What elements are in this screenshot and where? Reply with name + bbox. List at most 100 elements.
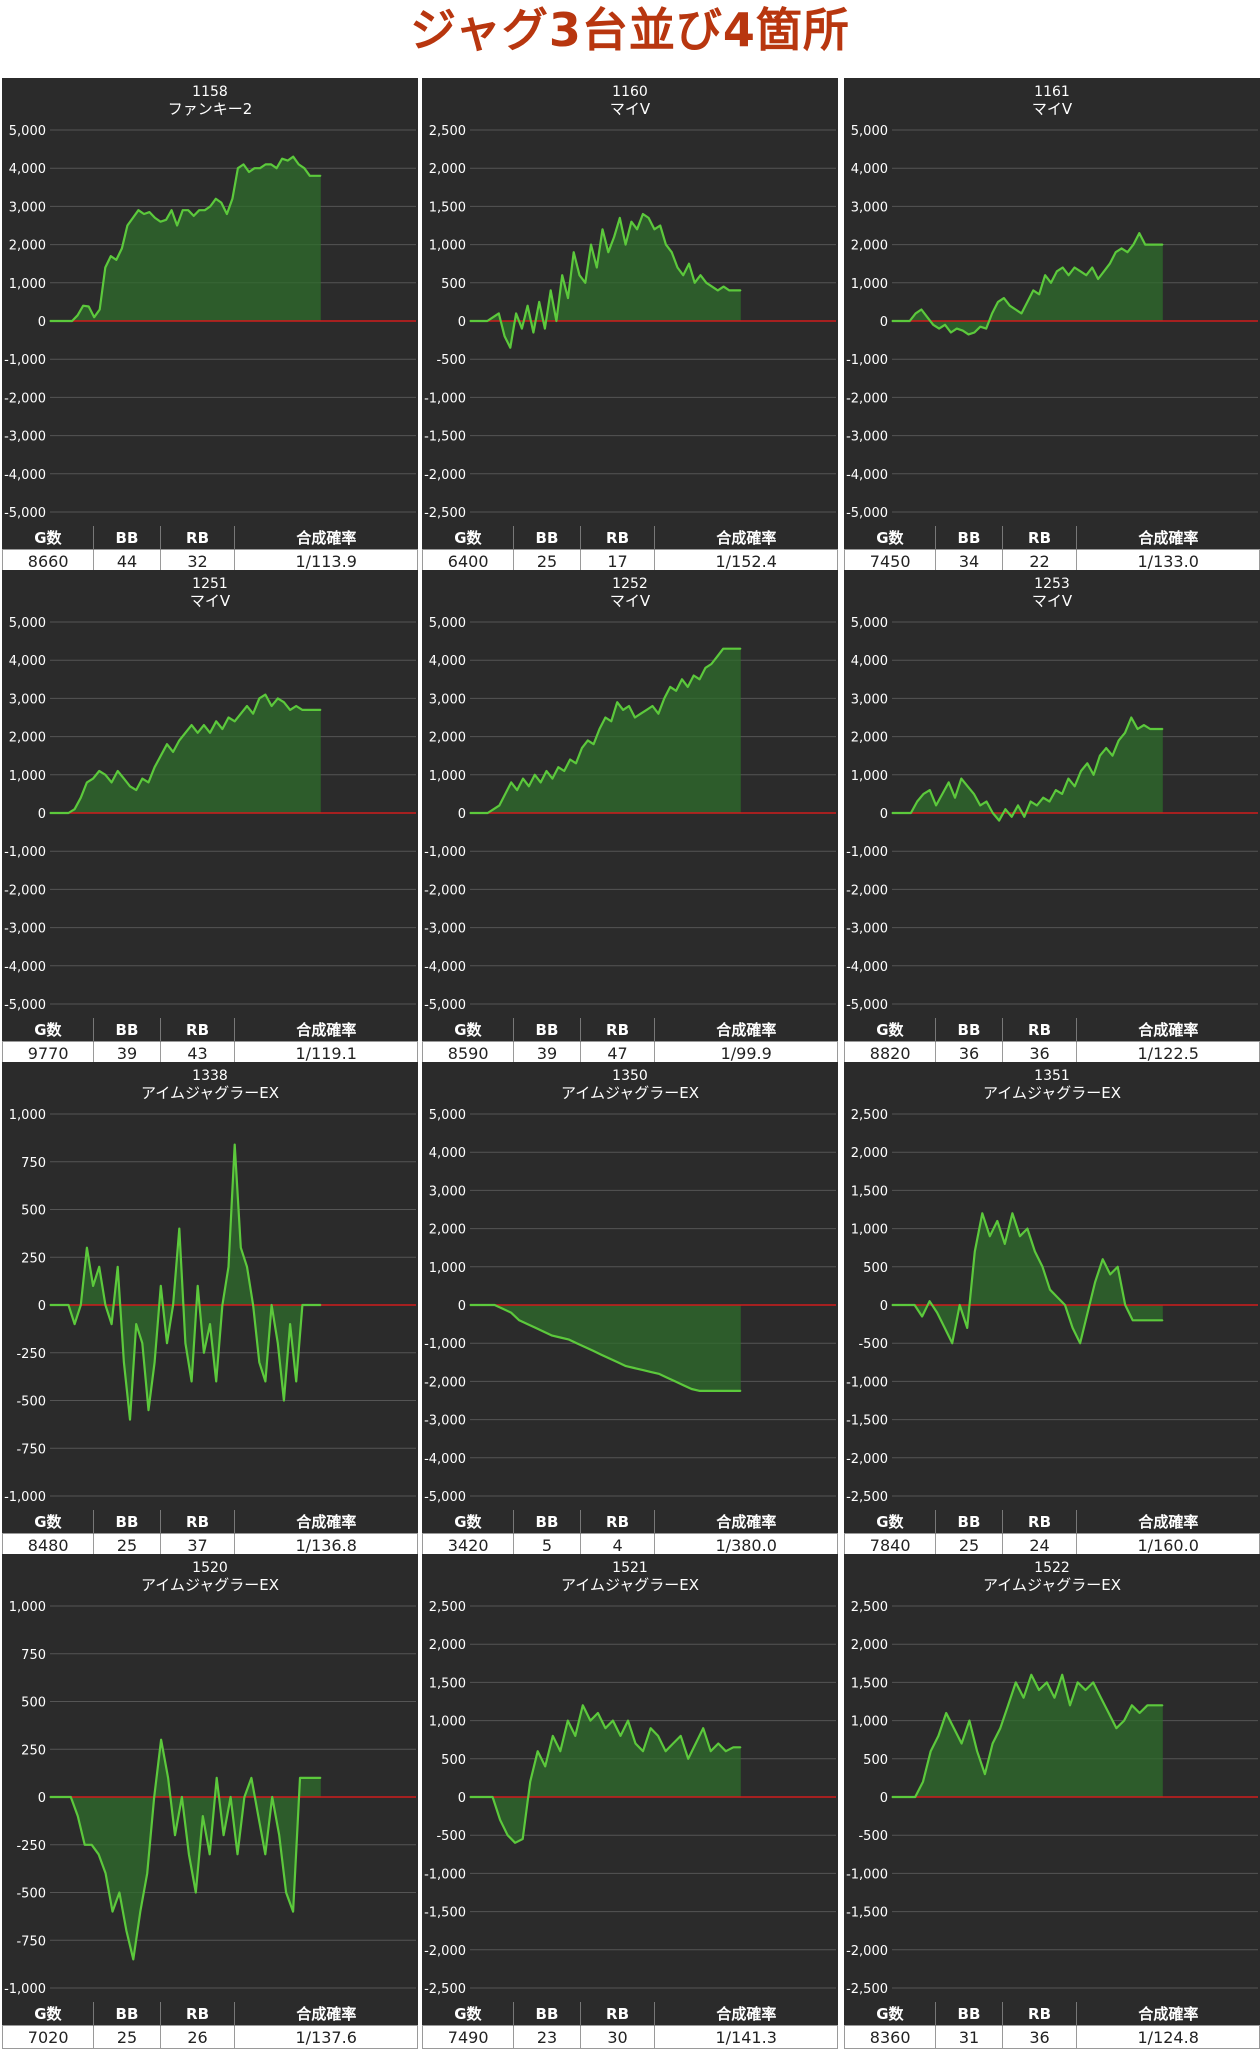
data-point bbox=[699, 678, 701, 680]
data-point bbox=[898, 1304, 901, 1306]
y-tick-label: 2,000 bbox=[9, 731, 46, 746]
stats-table: G数 BB RB 合成確率 8660 44 32 1/113.9 bbox=[1, 526, 418, 573]
data-point bbox=[111, 781, 113, 783]
y-tick-label: -2,000 bbox=[424, 468, 466, 483]
data-point bbox=[973, 331, 975, 334]
data-point bbox=[740, 1390, 742, 1392]
data-point bbox=[732, 1390, 734, 1392]
y-tick-label: -2,500 bbox=[846, 1982, 888, 1997]
y-tick-label: -4,000 bbox=[424, 1452, 466, 1467]
y-tick-label: 0 bbox=[458, 807, 466, 822]
data-point bbox=[991, 312, 993, 314]
data-point bbox=[1072, 1327, 1074, 1329]
data-point bbox=[961, 1742, 963, 1745]
data-point bbox=[104, 1304, 106, 1306]
machine-name: アイムジャグラーEX bbox=[561, 1576, 699, 1594]
data-point bbox=[518, 1319, 520, 1321]
data-point bbox=[84, 1844, 86, 1846]
data-point bbox=[544, 328, 546, 330]
games-count: 7450 bbox=[843, 549, 937, 573]
data-point bbox=[499, 1819, 501, 1821]
unit-number: 1160 bbox=[612, 84, 648, 100]
stats-header: G数 bbox=[844, 1510, 936, 1534]
data-point bbox=[559, 1336, 561, 1339]
y-tick-label: 2,000 bbox=[851, 731, 888, 746]
data-point bbox=[502, 1308, 504, 1310]
data-point bbox=[117, 1266, 119, 1268]
y-tick-label: -1,000 bbox=[424, 1337, 466, 1352]
data-point bbox=[146, 1872, 148, 1874]
bb-count: 5 bbox=[513, 1533, 581, 1557]
data-point bbox=[493, 808, 495, 810]
data-point bbox=[891, 320, 893, 322]
machine-name: マイV bbox=[610, 592, 651, 610]
stats-header: RB bbox=[579, 2002, 655, 2026]
y-tick-label: -1,000 bbox=[846, 1867, 888, 1882]
data-point bbox=[160, 755, 162, 757]
data-point bbox=[1015, 1681, 1017, 1683]
y-tick-label: 500 bbox=[441, 1753, 466, 1768]
data-point bbox=[590, 244, 592, 246]
data-point bbox=[160, 1285, 162, 1287]
data-point bbox=[313, 1777, 315, 1779]
data-point bbox=[932, 324, 934, 326]
combined-rate: 1/113.9 bbox=[234, 549, 418, 573]
area-fill bbox=[50, 1739, 321, 1960]
data-point bbox=[979, 804, 981, 806]
data-point bbox=[734, 289, 736, 291]
y-tick-label: 2,000 bbox=[851, 1146, 888, 1161]
data-point bbox=[973, 793, 975, 795]
data-point bbox=[922, 1781, 924, 1783]
data-point bbox=[723, 286, 725, 288]
data-point bbox=[1007, 1704, 1009, 1706]
data-point bbox=[1162, 1704, 1164, 1706]
y-tick-label: -2,500 bbox=[424, 1982, 466, 1997]
stats-table: G数 BB RB 合成確率 3420 5 4 1/380.0 bbox=[421, 1510, 838, 1557]
data-point bbox=[610, 720, 612, 722]
stats-table: G数 BB RB 合成確率 7840 25 24 1/160.0 bbox=[843, 1510, 1260, 1557]
data-point bbox=[1124, 1304, 1126, 1306]
data-point bbox=[1162, 728, 1164, 730]
data-point bbox=[182, 209, 184, 211]
bb-count: 39 bbox=[93, 1041, 161, 1065]
stats-header: BB bbox=[935, 2002, 1003, 2026]
unit-number: 1521 bbox=[612, 1560, 648, 1576]
data-point bbox=[70, 1796, 72, 1798]
stats-header: G数 bbox=[844, 1018, 936, 1042]
data-point bbox=[301, 709, 303, 711]
data-point bbox=[674, 1380, 676, 1382]
data-point bbox=[60, 320, 62, 322]
data-point bbox=[529, 1781, 531, 1783]
data-point bbox=[178, 739, 180, 741]
stats-header: 合成確率 bbox=[654, 2002, 838, 2026]
data-point bbox=[1080, 770, 1082, 772]
bb-count: 44 bbox=[93, 549, 161, 573]
data-point bbox=[538, 301, 540, 303]
data-point bbox=[922, 793, 925, 795]
data-point bbox=[717, 289, 719, 291]
data-point bbox=[930, 1750, 932, 1752]
y-tick-label: 750 bbox=[21, 1648, 46, 1663]
stats-header: 合成確率 bbox=[1076, 2002, 1260, 2026]
data-point bbox=[121, 247, 123, 249]
data-point bbox=[550, 289, 552, 291]
data-point bbox=[1074, 785, 1076, 787]
y-tick-label: -1,500 bbox=[846, 1414, 888, 1429]
area-fill bbox=[470, 648, 741, 813]
combined-rate: 1/141.3 bbox=[654, 2025, 838, 2049]
y-tick-label: 1,000 bbox=[851, 277, 888, 292]
stats-header: G数 bbox=[422, 1510, 514, 1534]
data-point bbox=[215, 198, 217, 200]
data-point bbox=[82, 305, 84, 307]
data-point bbox=[968, 1720, 970, 1722]
data-point bbox=[271, 1304, 273, 1306]
stats-header: BB bbox=[513, 1018, 581, 1042]
data-point bbox=[634, 1742, 637, 1745]
data-point bbox=[209, 1323, 211, 1325]
data-point bbox=[243, 1796, 245, 1798]
data-point bbox=[314, 175, 316, 177]
data-point bbox=[67, 1304, 70, 1306]
y-tick-label: 1,000 bbox=[429, 1715, 466, 1730]
